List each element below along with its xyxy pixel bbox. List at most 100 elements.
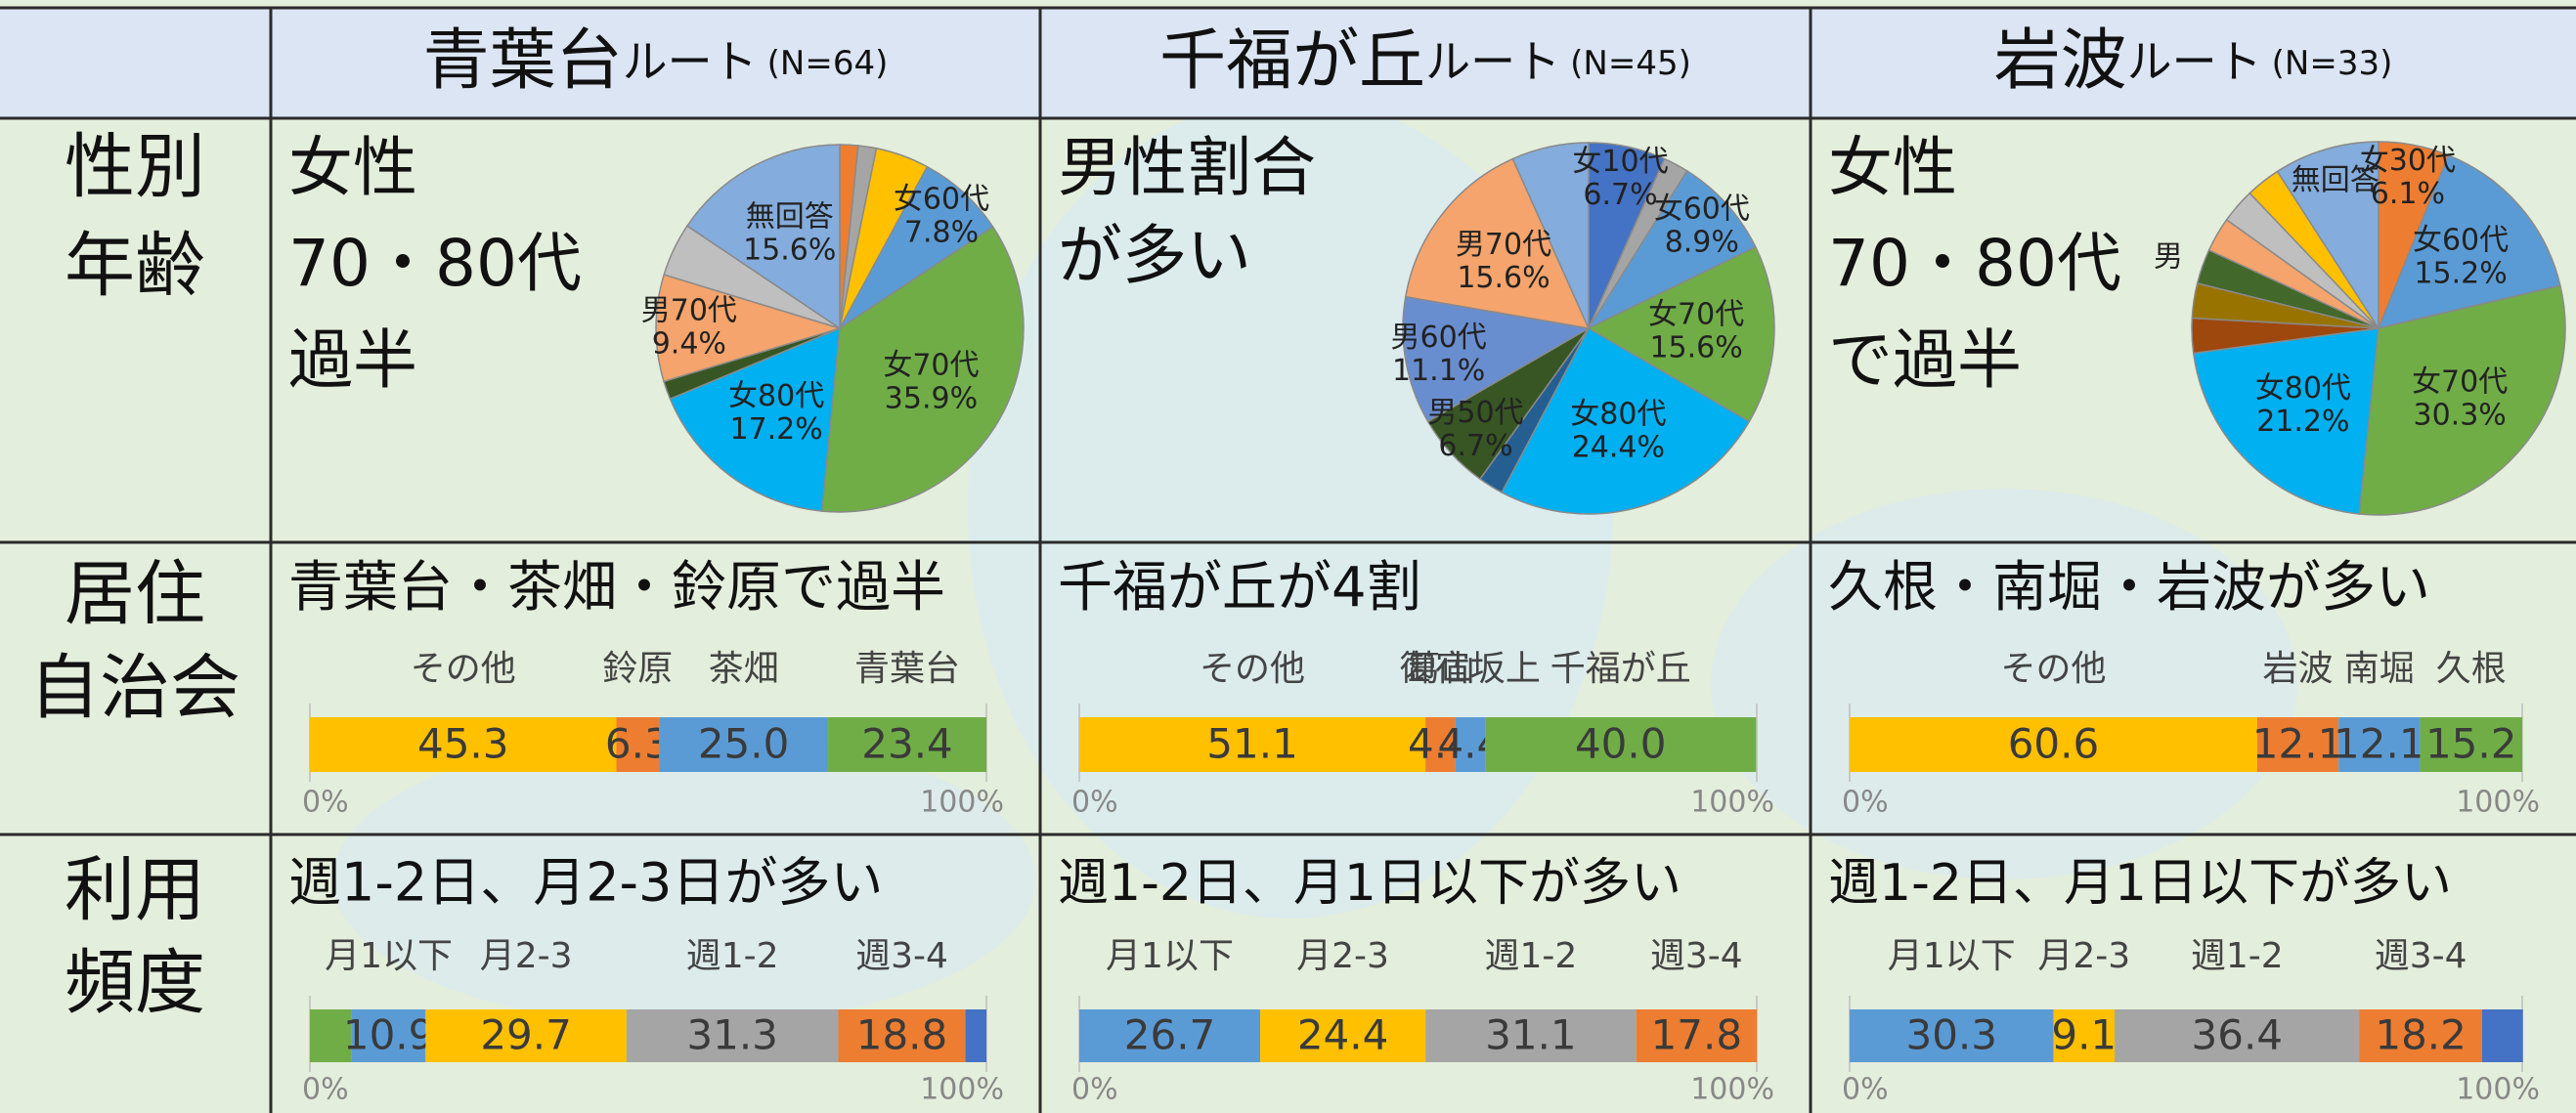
legend-label: 久根 <box>2436 649 2507 689</box>
value-label: 40.0 <box>1575 720 1667 768</box>
slice-value: 7.8% <box>904 216 979 250</box>
legend-label: 週3-4 <box>855 936 948 976</box>
row-label: 利用 <box>65 849 205 931</box>
value-label: 30.3 <box>1905 1011 1997 1059</box>
slice-label: 男70代 <box>1456 228 1551 262</box>
slice-label: 女80代 <box>728 379 824 413</box>
value-label: 29.7 <box>480 1011 572 1059</box>
value-label: 12.1 <box>2334 720 2425 768</box>
value-label: 18.8 <box>856 1011 948 1059</box>
slice-value: 17.2% <box>729 412 822 447</box>
x-tick-label: 100% <box>920 786 1004 820</box>
value-label: 24.4 <box>1297 1011 1389 1059</box>
x-tick-label: 0% <box>1071 1073 1118 1107</box>
cell-headline: 女性 <box>288 130 417 205</box>
sample-size: (N=45) <box>1570 44 1691 83</box>
slice-label: 男50代 <box>1427 396 1523 430</box>
legend-label: その他 <box>411 649 516 689</box>
value-label: 51.1 <box>1206 720 1298 768</box>
cell-headline: 久根・南堀・岩波が多い <box>1828 556 2430 620</box>
slice-label: 無回答 <box>2292 163 2380 197</box>
slice-value: 30.3% <box>2414 399 2507 433</box>
slice-value: 15.6% <box>1649 330 1742 364</box>
row-label: 年齢 <box>65 225 205 307</box>
legend-label: 週3-4 <box>2375 936 2467 976</box>
x-tick-label: 100% <box>2456 786 2540 820</box>
slide: 青葉台ルート(N=64)千福が丘ルート(N=45)岩波ルート(N=33)性別年齢… <box>0 0 2576 1113</box>
slice-label: 女60代 <box>1654 192 1750 226</box>
row-label: 自治会 <box>29 647 240 729</box>
page: {"table": { "columns": [ {"name": "青葉台",… <box>0 0 2576 1113</box>
slice-value: 8.9% <box>1665 225 1739 259</box>
legend-label: 南堀 <box>2344 649 2415 689</box>
legend-label: 月2-3 <box>480 936 573 976</box>
route-name: 岩波 <box>1994 22 2127 100</box>
legend-label: 青葉台 <box>854 649 960 689</box>
cell-headline: 千福が丘が4割 <box>1058 556 1421 620</box>
legend-label: 週1-2 <box>2191 936 2284 976</box>
cell-headline: で過半 <box>1828 322 2022 398</box>
value-label: 25.0 <box>698 720 790 768</box>
cell-headline: 男性割合 <box>1058 130 1316 205</box>
x-tick-label: 0% <box>302 1073 349 1107</box>
route-name: 青葉台 <box>423 22 623 100</box>
value-label: 26.7 <box>1124 1011 1216 1059</box>
slice-label: 男70代 <box>641 293 737 327</box>
value-label: 15.2 <box>2425 720 2517 768</box>
slice-label: 女10代 <box>1572 145 1668 179</box>
slice-value: 11.1% <box>1392 354 1485 388</box>
sample-size: (N=33) <box>2272 44 2393 83</box>
value-label: 18.2 <box>2375 1011 2467 1059</box>
value-label: 31.1 <box>1485 1011 1577 1059</box>
cell-headline: 週1-2日、月1日以下が多い <box>1058 854 1681 913</box>
cell-headline: 70・80代 <box>288 226 582 301</box>
legend-label: 茶畑 <box>709 649 779 689</box>
cell-headline: 70・80代 <box>1828 226 2121 301</box>
route-name: 千福が丘 <box>1159 22 1425 100</box>
slice-value: 6.7% <box>1583 178 1657 212</box>
slice-value: 15.6% <box>1457 261 1550 295</box>
legend-label: 月2-3 <box>1296 936 1389 976</box>
cell-headline: 女性 <box>1828 130 1957 205</box>
slice-label: 女70代 <box>1648 297 1744 331</box>
legend-label: 月1以下 <box>1106 936 1234 976</box>
value-label: 17.8 <box>1651 1011 1743 1059</box>
slice-label: 女60代 <box>2413 223 2509 257</box>
x-tick-label: 0% <box>1842 786 1889 820</box>
slice-label: 女60代 <box>894 183 989 217</box>
legend-label: 月1以下 <box>1888 936 2016 976</box>
legend-label: 千福が丘 <box>1550 649 1691 689</box>
row-label: 居住 <box>65 553 205 635</box>
slice-value: 15.2% <box>2414 256 2507 290</box>
legend-label: その他 <box>2000 649 2106 689</box>
x-tick-label: 0% <box>1071 786 1118 820</box>
route-suffix: ルート <box>1425 35 1560 88</box>
slice-label: 女80代 <box>1570 397 1666 431</box>
slice-value: 24.4% <box>1572 430 1665 464</box>
legend-label: 岩波 <box>2263 649 2334 689</box>
slice-value: 6.7% <box>1438 429 1512 463</box>
slice-label: 女70代 <box>883 349 979 383</box>
bar-segment <box>966 1009 986 1062</box>
value-label: 60.6 <box>2008 720 2100 768</box>
cell-headline: 週1-2日、月1日以下が多い <box>1828 854 2452 913</box>
legend-label: 週1-2 <box>686 936 779 976</box>
value-label: 31.3 <box>686 1011 778 1059</box>
slice-value: 9.4% <box>652 326 726 361</box>
route-suffix: ルート <box>2127 35 2262 88</box>
x-tick-label: 100% <box>1690 786 1774 820</box>
slice-value: 35.9% <box>885 382 978 416</box>
x-tick-label: 100% <box>1690 1073 1774 1107</box>
value-label: 23.4 <box>861 720 953 768</box>
x-tick-label: 0% <box>302 786 349 820</box>
legend-label: 月2-3 <box>2037 936 2130 976</box>
x-tick-label: 100% <box>920 1073 1004 1107</box>
value-label: 12.1 <box>2252 720 2344 768</box>
legend-label: 週3-4 <box>1650 936 1743 976</box>
legend-label: 御宿坂上 <box>1400 649 1541 689</box>
x-tick-label: 0% <box>1842 1073 1889 1107</box>
slice-value: 6.1% <box>2371 177 2445 211</box>
value-label: 45.3 <box>417 720 509 768</box>
value-label: 10.9 <box>343 1011 435 1059</box>
value-label: 36.4 <box>2192 1011 2284 1059</box>
